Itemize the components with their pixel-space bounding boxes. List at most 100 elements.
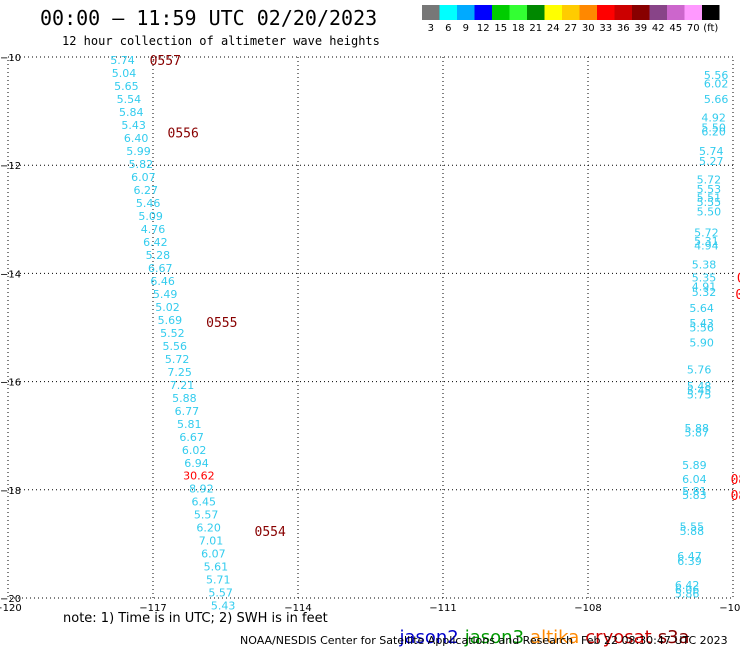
colorbar-swatch bbox=[649, 5, 667, 20]
swh-value: 5.56 bbox=[704, 69, 729, 82]
swh-value: 6.02 bbox=[182, 444, 207, 457]
colorbar-swatch bbox=[579, 5, 597, 20]
swh-value: 5.99 bbox=[126, 145, 151, 158]
credit-text: NOAA/NESDIS Center for Satellite Applica… bbox=[240, 634, 574, 647]
colorbar-label: 12 bbox=[477, 23, 490, 33]
colorbar-label: 3 bbox=[428, 23, 434, 33]
lon-tick-label: −120 bbox=[0, 603, 22, 614]
swh-value: 6.94 bbox=[184, 457, 209, 470]
swh-value: 6.42 bbox=[143, 236, 168, 249]
colorbar-label: 24 bbox=[547, 23, 560, 33]
colorbar-swatch bbox=[614, 5, 632, 20]
swh-value: 5.88 bbox=[680, 525, 705, 538]
colorbar-label: 30 bbox=[582, 23, 595, 33]
swh-value: 5.64 bbox=[689, 302, 714, 315]
lon-tick-label: −111 bbox=[429, 603, 456, 614]
swh-value: 5.81 bbox=[682, 485, 707, 498]
lat-tick-label: −14 bbox=[0, 269, 21, 280]
swh-value: 5.84 bbox=[119, 106, 144, 119]
lat-tick-label: −18 bbox=[0, 486, 21, 497]
swh-value: 5.75 bbox=[687, 389, 712, 402]
colorbar-label: 42 bbox=[652, 23, 665, 33]
swh-value: 8.92 bbox=[189, 483, 214, 496]
lat-tick-label: −20 bbox=[0, 594, 21, 605]
swh-value: 5.69 bbox=[158, 314, 183, 327]
swh-value: 6.47 bbox=[677, 550, 702, 563]
map-subtitle: 12 hour collection of altimeter wave hei… bbox=[62, 34, 380, 48]
colorbar-label: 33 bbox=[599, 23, 612, 33]
swh-value: 4.94 bbox=[694, 239, 719, 252]
swh-value: 5.50 bbox=[701, 121, 726, 134]
swh-value: 6.20 bbox=[196, 522, 221, 535]
legend-s3a: s3a bbox=[657, 627, 690, 648]
swh-value: 5.82 bbox=[129, 158, 154, 171]
swh-value: 6.20 bbox=[701, 126, 726, 139]
swh-value: 5.55 bbox=[680, 521, 705, 534]
colorbar-label: 39 bbox=[634, 23, 647, 33]
swh-value: 5.04 bbox=[112, 67, 137, 80]
colorbar-label: 27 bbox=[564, 23, 577, 33]
swh-value: 6.06 bbox=[675, 583, 700, 596]
swh-value: 5.52 bbox=[160, 327, 185, 340]
swh-value: 5.81 bbox=[177, 418, 202, 431]
swh-value: 7.01 bbox=[199, 535, 224, 548]
colorbar-label: 9 bbox=[463, 23, 469, 33]
colorbar-swatch bbox=[544, 5, 562, 20]
colorbar-swatch bbox=[509, 5, 527, 20]
time-label: 0555 bbox=[206, 316, 237, 331]
swh-value: 5.45 bbox=[687, 384, 712, 397]
colorbar-swatch bbox=[702, 5, 720, 20]
map-title: 00:00 – 11:59 UTC 02/20/2023 bbox=[40, 6, 378, 30]
colorbar-swatch bbox=[597, 5, 615, 20]
plot-frame bbox=[7, 56, 734, 599]
swh-value: 5.74 bbox=[110, 54, 135, 67]
colorbar-swatch bbox=[492, 5, 510, 20]
lon-tick-label: −117 bbox=[139, 603, 166, 614]
swh-value: 4.91 bbox=[692, 280, 717, 293]
legend-cryosat: cryosat bbox=[585, 627, 652, 648]
color-scale-bar: 3 6 9 12 15 18 21 24 27 30 33 36 39 42 45 70 (ft) bbox=[422, 5, 720, 33]
swh-value: 5.55 bbox=[697, 196, 722, 209]
time-label: 0800 bbox=[737, 272, 740, 287]
swh-value: 4.92 bbox=[701, 112, 726, 125]
swh-value: 6.07 bbox=[201, 548, 226, 561]
swh-value: 5.43 bbox=[689, 317, 714, 330]
swh-value: 6.07 bbox=[131, 171, 156, 184]
swh-value: 5.86 bbox=[675, 588, 700, 601]
swh-value: 5.66 bbox=[704, 93, 729, 106]
legend-jason3: jason3 bbox=[464, 627, 525, 648]
legend-altika: altika bbox=[530, 627, 580, 648]
swh-value: 5.43 bbox=[121, 119, 146, 132]
swh-value: 6.39 bbox=[677, 555, 702, 568]
swh-value: 5.38 bbox=[692, 259, 717, 272]
swh-value: 7.21 bbox=[170, 379, 195, 392]
swh-value: 7.25 bbox=[167, 366, 192, 379]
time-label: 0556 bbox=[168, 127, 199, 142]
swh-value: 5.90 bbox=[689, 337, 714, 350]
swh-value: 5.89 bbox=[682, 459, 707, 472]
swh-value: 6.40 bbox=[124, 132, 149, 145]
swh-value: 6.02 bbox=[704, 78, 729, 91]
colorbar-swatch bbox=[457, 5, 475, 20]
swh-value: 6.27 bbox=[134, 184, 159, 197]
swh-value: 5.65 bbox=[114, 80, 139, 93]
swh-value: 5.57 bbox=[194, 509, 219, 522]
colorbar-label: 18 bbox=[512, 23, 525, 33]
swh-value: 5.43 bbox=[211, 600, 236, 613]
swh-value: 5.87 bbox=[685, 426, 710, 439]
swh-value: 5.72 bbox=[165, 353, 190, 366]
swh-value: 5.72 bbox=[694, 226, 719, 239]
satellite-legend: jason2 jason3 altika cryosat s3a bbox=[388, 606, 696, 648]
swh-value: 6.04 bbox=[682, 473, 707, 486]
swh-value: 5.57 bbox=[208, 587, 233, 600]
swh-value: 6.67 bbox=[148, 262, 173, 275]
time-label: 0800 bbox=[735, 288, 740, 303]
swh-value: 30.62 bbox=[183, 470, 215, 483]
time-label: 0557 bbox=[150, 54, 181, 69]
colorbar-label: 70 bbox=[687, 23, 700, 33]
colorbar-swatch bbox=[527, 5, 545, 20]
lon-tick-label: −114 bbox=[284, 603, 311, 614]
lat-tick-label: −10 bbox=[0, 53, 21, 64]
colorbar-label: 15 bbox=[494, 23, 507, 33]
